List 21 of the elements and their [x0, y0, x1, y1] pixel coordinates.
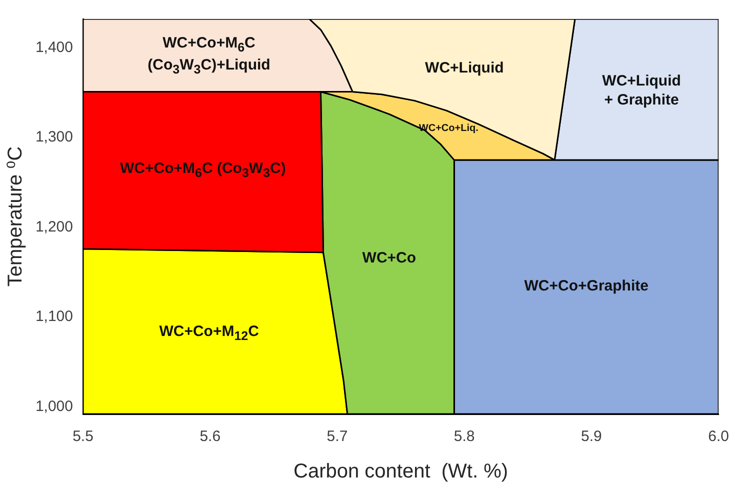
- y-tick-label: 1,300: [35, 128, 73, 146]
- series-label: WC+Co+M$_{12}$C: [159, 322, 259, 344]
- series-label: WC+Co+Graphite: [524, 278, 648, 296]
- text: WC+Co+M$_{6}$C (Co$_{3}$W$_{3}$C)+Liquid: [148, 34, 270, 76]
- series-label: WC+Co+Liq.: [418, 122, 478, 136]
- x-tick-label: 6.0: [708, 428, 730, 446]
- series-label: WC+Liquid + Graphite: [602, 72, 681, 110]
- y-tick-label: 1,200: [35, 218, 73, 236]
- x-tick-label: 5.5: [72, 428, 94, 446]
- y-tick-label: 1,400: [35, 38, 73, 56]
- x-tick-label: 5.8: [454, 428, 475, 446]
- y-axis-title: Temperature ⁰C: [4, 146, 27, 287]
- series-label: WC+Co+M$_{6}$C (Co$_{3}$W$_{3}$C): [120, 160, 286, 182]
- x-tick-label: 5.9: [581, 428, 602, 446]
- series-label: WC+Liquid: [425, 59, 504, 78]
- y-tick-label: 1,000: [35, 398, 73, 415]
- y-tick-label: 1,100: [35, 308, 73, 326]
- x-axis-title: Carbon content (Wt. %): [294, 460, 508, 483]
- series-label: WC+Co: [362, 250, 416, 269]
- x-tick-label: 5.7: [326, 428, 348, 446]
- x-tick-label: 5.6: [200, 428, 221, 446]
